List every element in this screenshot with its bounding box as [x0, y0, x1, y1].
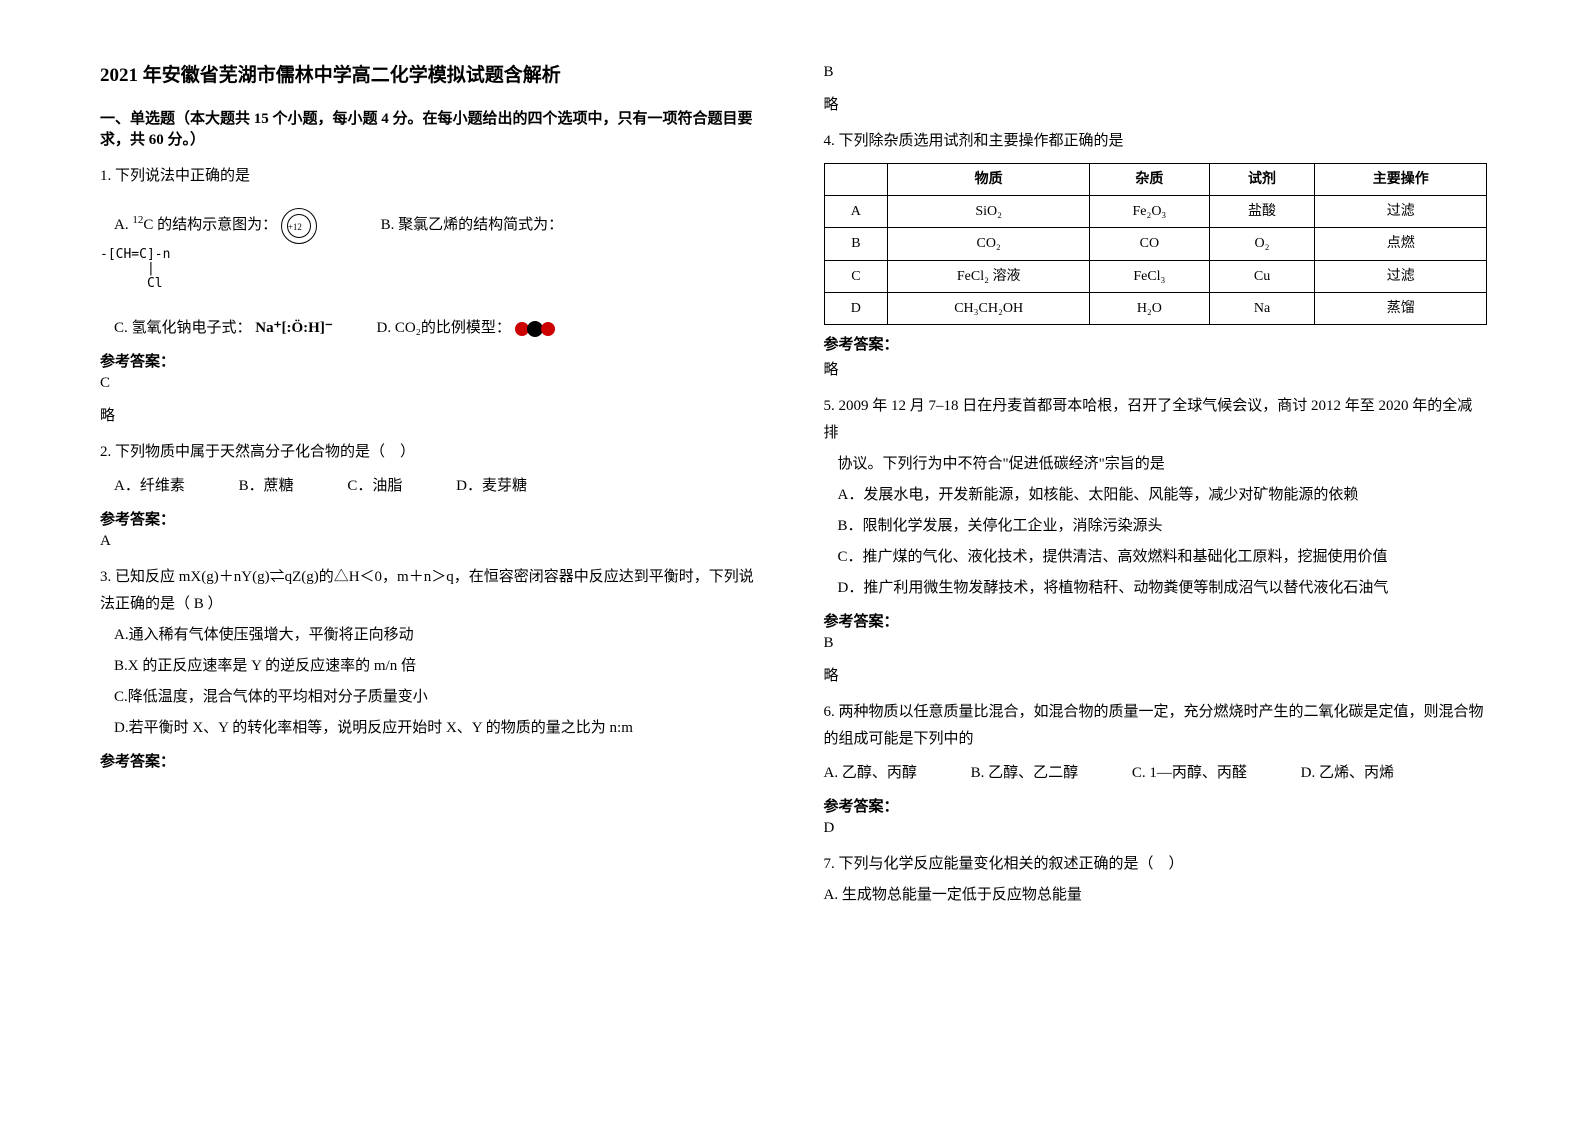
q4-stem: 4. 下列除杂质选用试剂和主要操作都正确的是: [824, 128, 1488, 155]
th-operation: 主要操作: [1315, 164, 1487, 196]
q6-answer-label: 参考答案：: [824, 795, 1488, 816]
q6-optD: D. 乙烯、丙烯: [1301, 759, 1394, 788]
th-substance: 物质: [888, 164, 1090, 196]
q5-answer: B: [824, 635, 1488, 652]
q4-note: 略: [824, 358, 1488, 379]
q1-answer: C: [100, 375, 764, 392]
q1-answer-label: 参考答案：: [100, 350, 764, 371]
q5-note: 略: [824, 664, 1488, 685]
left-column: 2021 年安徽省芜湖市儒林中学高二化学模拟试题含解析 一、单选题（本大题共 1…: [100, 60, 764, 915]
q4-answer-label: 参考答案：: [824, 333, 1488, 354]
q2-optB: B．蔗糖: [239, 472, 294, 501]
table-row: D CH₃CH₂OH H₂O Na 蒸馏: [824, 292, 1487, 324]
q6-optC: C. 1—丙醇、丙醛: [1132, 759, 1247, 788]
q3-note: 略: [824, 93, 1488, 114]
q5-optA: A．发展水电，开发新能源，如核能、太阳能、风能等，减少对矿物能源的依赖: [824, 482, 1488, 509]
th-impurity: 杂质: [1090, 164, 1210, 196]
q2-answer-label: 参考答案：: [100, 508, 764, 529]
q2-optC: C．油脂: [347, 472, 402, 501]
q4-table: 物质 杂质 试剂 主要操作 A SiO₂ Fe₂O₃ 盐酸 过滤 B: [824, 163, 1488, 325]
q5-stem1: 5. 2009 年 12 月 7–18 日在丹麦首都哥本哈根，召开了全球气候会议…: [824, 393, 1488, 447]
q6-optB: B. 乙醇、乙二醇: [971, 759, 1079, 788]
q7-optA: A. 生成物总能量一定低于反应物总能量: [824, 882, 1488, 909]
q5-optD: D．推广利用微生物发酵技术，将植物秸秆、动物粪便等制成沼气以替代液化石油气: [824, 575, 1488, 602]
q6-stem: 6. 两种物质以任意质量比混合，如混合物的质量一定，充分燃烧时产生的二氧化碳是定…: [824, 699, 1488, 753]
table-header-row: 物质 杂质 试剂 主要操作: [824, 164, 1487, 196]
th-blank: [824, 164, 888, 196]
q3-optC: C.降低温度，混合气体的平均相对分子质量变小: [100, 684, 764, 711]
table-row: C FeCl₂ 溶液 FeCl₃ Cu 过滤: [824, 260, 1487, 292]
q3-answer: B: [824, 64, 1488, 81]
q6-optA: A. 乙醇、丙醇: [824, 759, 917, 788]
q3-answer-label: 参考答案：: [100, 750, 764, 771]
q6-options: A. 乙醇、丙醇 B. 乙醇、乙二醇 C. 1—丙醇、丙醛 D. 乙烯、丙烯: [824, 759, 1488, 788]
q1-row2: C. 氢氧化钠电子式： Na⁺[:Ö:H]⁻ D. CO₂的比例模型：: [100, 315, 764, 342]
q3-stem: 3. 已知反应 mX(g)＋nY(g)⇌qZ(g)的△H＜0，m＋n＞q，在恒容…: [100, 564, 764, 618]
q6-answer: D: [824, 820, 1488, 837]
question-3: 3. 已知反应 mX(g)＋nY(g)⇌qZ(g)的△H＜0，m＋n＞q，在恒容…: [100, 564, 764, 742]
q1-optC-formula: Na⁺[:Ö:H]⁻: [255, 320, 332, 336]
question-7: 7. 下列与化学反应能量变化相关的叙述正确的是（ ） A. 生成物总能量一定低于…: [824, 851, 1488, 909]
page-container: 2021 年安徽省芜湖市儒林中学高二化学模拟试题含解析 一、单选题（本大题共 1…: [100, 60, 1487, 915]
q5-optC: C．推广煤的气化、液化技术，提供清洁、高效燃料和基础化工原料，挖掘使用价值: [824, 544, 1488, 571]
q1-optB-formula: -[CH=C]-n | Cl: [100, 248, 170, 291]
q3-optA: A.通入稀有气体使压强增大，平衡将正向移动: [100, 622, 764, 649]
question-2: 2. 下列物质中属于天然高分子化合物的是（ ） A．纤维素 B．蔗糖 C．油脂 …: [100, 439, 764, 501]
q5-optB: B．限制化学发展，关停化工企业，消除污染源头: [824, 513, 1488, 540]
q2-stem: 2. 下列物质中属于天然高分子化合物的是（ ）: [100, 439, 764, 466]
q1-optB: B. 聚氯乙烯的结构简式为：: [381, 217, 564, 233]
section-heading: 一、单选题（本大题共 15 个小题，每小题 4 分。在每小题给出的四个选项中，只…: [100, 107, 764, 149]
question-4: 4. 下列除杂质选用试剂和主要操作都正确的是 物质 杂质 试剂 主要操作 A S…: [824, 128, 1488, 325]
th-reagent: 试剂: [1209, 164, 1315, 196]
q1-stem: 1. 下列说法中正确的是: [100, 163, 764, 190]
question-5: 5. 2009 年 12 月 7–18 日在丹麦首都哥本哈根，召开了全球气候会议…: [824, 393, 1488, 602]
q1-optA: A. 12C 的结构示意图为： +12: [100, 217, 321, 233]
molecule-icon: [515, 315, 555, 342]
q2-optD: D．麦芽糖: [456, 472, 527, 501]
q2-optA: A．纤维素: [100, 472, 185, 501]
table-row: A SiO₂ Fe₂O₃ 盐酸 过滤: [824, 196, 1487, 228]
q1-note: 略: [100, 404, 764, 425]
q1-row1: A. 12C 的结构示意图为： +12 B. 聚氯乙烯的结构简式为：: [100, 208, 764, 244]
q5-stem2: 协议。下列行为中不符合"促进低碳经济"宗旨的是: [824, 451, 1488, 478]
q7-stem: 7. 下列与化学反应能量变化相关的叙述正确的是（ ）: [824, 851, 1488, 878]
question-6: 6. 两种物质以任意质量比混合，如混合物的质量一定，充分燃烧时产生的二氧化碳是定…: [824, 699, 1488, 788]
atom-diagram-icon: +12: [281, 208, 317, 244]
table-row: B CO₂ CO O₂ 点燃: [824, 228, 1487, 260]
q2-options: A．纤维素 B．蔗糖 C．油脂 D．麦芽糖: [100, 472, 764, 501]
question-1: 1. 下列说法中正确的是 A. 12C 的结构示意图为： +12 B. 聚氯乙烯…: [100, 163, 764, 342]
q5-answer-label: 参考答案：: [824, 610, 1488, 631]
q1-optD: D. CO₂的比例模型：: [377, 320, 555, 336]
right-column: B 略 4. 下列除杂质选用试剂和主要操作都正确的是 物质 杂质 试剂 主要操作…: [824, 60, 1488, 915]
page-title: 2021 年安徽省芜湖市儒林中学高二化学模拟试题含解析: [100, 60, 764, 87]
q1-optC: C. 氢氧化钠电子式： Na⁺[:Ö:H]⁻: [100, 320, 337, 336]
q3-optD: D.若平衡时 X、Y 的转化率相等，说明反应开始时 X、Y 的物质的量之比为 n…: [100, 715, 764, 742]
q2-answer: A: [100, 533, 764, 550]
q3-optB: B.X 的正反应速率是 Y 的逆反应速率的 m/n 倍: [100, 653, 764, 680]
